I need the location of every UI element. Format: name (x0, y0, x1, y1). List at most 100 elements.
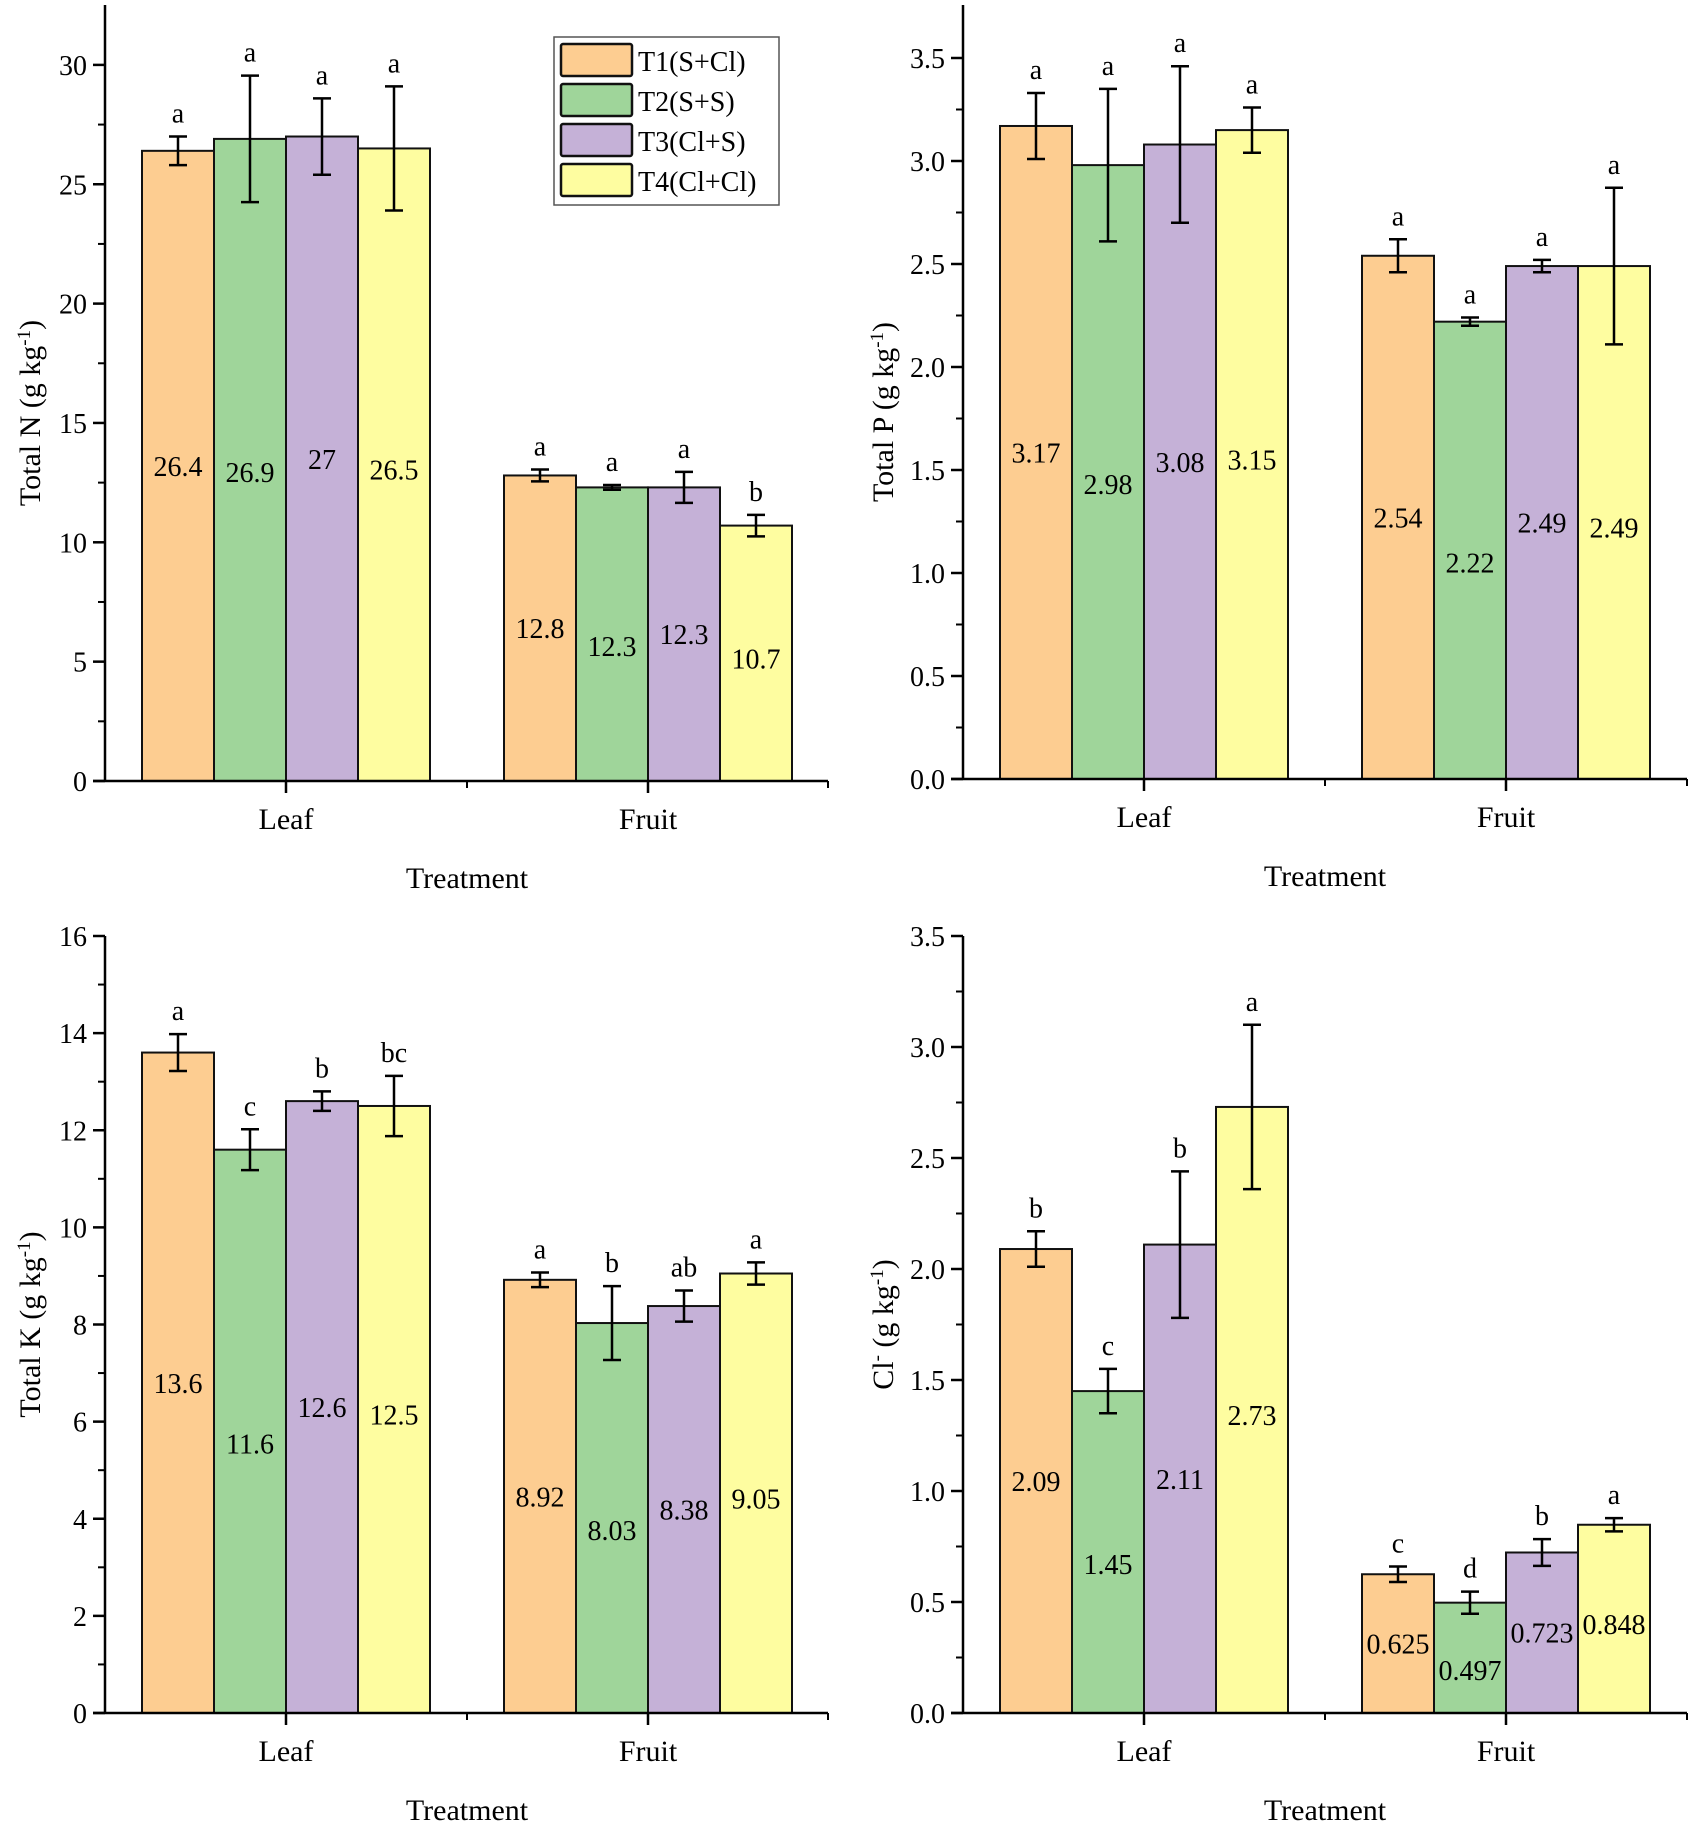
x-tick-label-fruit: Fruit (619, 803, 678, 836)
y-tick-label: 1.5 (910, 456, 945, 487)
y-tick-label: 10 (59, 1213, 87, 1244)
bar-leaf-t4 (357, 147, 431, 782)
y-tick-label: 0.0 (910, 1699, 945, 1730)
significance-label: a (316, 60, 329, 91)
value-label: 3.15 (1228, 446, 1277, 477)
y-tick-label: 8 (73, 1311, 87, 1342)
value-label: 11.6 (226, 1429, 274, 1460)
significance-label: a (1102, 51, 1115, 82)
significance-label: a (1246, 69, 1259, 100)
y-tick-label: 0.5 (910, 662, 945, 693)
bar-leaf-t2 (213, 137, 287, 783)
y-tick-label: 3.5 (910, 44, 945, 75)
significance-label: a (534, 1235, 547, 1266)
significance-label: a (750, 1224, 763, 1255)
y-title-main: Total P (g kg (867, 348, 900, 502)
significance-label: a (1246, 987, 1259, 1018)
legend-swatch-t3 (559, 122, 634, 158)
x-tick-label-leaf: Leaf (1117, 801, 1172, 834)
significance-label: a (172, 99, 185, 130)
y-tick-label: 10 (59, 528, 87, 559)
legend-swatch-t2 (559, 82, 634, 118)
value-label: 8.03 (588, 1516, 637, 1547)
y-title-superscript: -1 (14, 1241, 35, 1257)
value-label: 12.5 (370, 1400, 419, 1431)
legend-entry-t3: T3(Cl+S) (559, 122, 746, 158)
y-tick-label: 20 (59, 290, 87, 321)
y-title-superscript: - (867, 1355, 888, 1361)
x-axis-title: Treatment (1264, 860, 1387, 893)
significance-label: a (1608, 1480, 1621, 1511)
y-tick-label: 15 (59, 409, 87, 440)
y-tick-label: 0.0 (910, 765, 945, 796)
value-label: 12.3 (588, 632, 637, 663)
significance-label: bc (381, 1038, 407, 1069)
value-label: 2.09 (1012, 1467, 1061, 1498)
value-label: 9.05 (732, 1484, 781, 1515)
y-title-main: Total K (g kg (14, 1257, 47, 1417)
y-title-end: ) (14, 320, 47, 330)
y-tick-label: 0 (73, 1699, 87, 1730)
value-label: 13.6 (154, 1369, 203, 1400)
significance-label: c (1392, 1528, 1404, 1559)
bar-fruit-t4 (719, 1272, 793, 1715)
y-axis-title: Total P (g kg-1) (867, 322, 901, 502)
bar-leaf-t1 (141, 149, 215, 783)
y-tick-label: 3.5 (910, 922, 945, 953)
legend-entry-t4: T4(Cl+Cl) (559, 162, 756, 198)
value-label: 3.08 (1156, 448, 1205, 479)
value-label: 0.848 (1583, 1610, 1646, 1641)
significance-label: a (1030, 55, 1043, 86)
y-title-superscript: -1 (14, 330, 35, 346)
bar-leaf-t2 (213, 1148, 287, 1715)
value-label: 12.3 (660, 620, 709, 651)
value-label: 3.17 (1012, 438, 1061, 469)
significance-label: a (1536, 222, 1549, 253)
y-title-main: Total N (g kg (14, 346, 47, 506)
legend-label-t3: T3(Cl+S) (638, 127, 746, 158)
significance-label: ab (671, 1253, 697, 1284)
significance-label: c (1102, 1331, 1114, 1362)
chart-total-k: a 13.6 c 11.6 b 12.6 bc 12.5 a 8.92 b 8.03 ab 8.38 a 9.… (14, 922, 829, 1824)
y-tick-label: 3.0 (910, 1033, 945, 1064)
significance-label: d (1463, 1554, 1477, 1585)
y-axis-title: Cl- (g kg-1) (867, 1259, 901, 1390)
y-title-units: (g kg (867, 1285, 900, 1355)
y-tick-label: 12 (59, 1116, 87, 1147)
value-label: 12.8 (516, 614, 565, 645)
bar-leaf-t3 (1143, 143, 1217, 780)
chart-chloride: b 2.09 c 1.45 b 2.11 a 2.73 c 0.625 d 0.497 b 0.723 a 0… (867, 922, 1688, 1824)
value-label: 0.497 (1439, 1656, 1502, 1687)
y-axis-title: Total K (g kg-1) (14, 1231, 48, 1417)
significance-label: b (749, 477, 763, 508)
x-tick-label-leaf: Leaf (1117, 1735, 1172, 1768)
significance-label: a (1392, 201, 1405, 232)
value-label: 2.49 (1518, 509, 1567, 540)
significance-label: a (172, 996, 185, 1027)
y-tick-label: 1.0 (910, 559, 945, 590)
value-label: 2.49 (1590, 514, 1639, 545)
bar-fruit-t1 (503, 474, 577, 782)
x-axis-title: Treatment (406, 1794, 529, 1824)
legend-swatch-t1 (559, 42, 634, 78)
x-tick-label-fruit: Fruit (619, 1735, 678, 1768)
bar-fruit-t4 (719, 524, 793, 782)
y-tick-label: 6 (73, 1408, 87, 1439)
bar-leaf-t2 (1071, 1390, 1145, 1714)
y-tick-label: 5 (73, 648, 87, 679)
y-tick-label: 2.0 (910, 1255, 945, 1286)
significance-label: a (606, 447, 619, 478)
significance-label: a (244, 38, 257, 69)
value-label: 8.92 (516, 1482, 565, 1513)
chart-total-n: a 26.4 a 26.9 a 27 a 26.5 a 12.8 a 12.3 a 12.3 b 10.7 0 5… (14, 5, 829, 895)
y-tick-label: 30 (59, 51, 87, 82)
legend-swatch-t4 (559, 162, 634, 198)
y-tick-label: 2.5 (910, 250, 945, 281)
value-label: 2.73 (1228, 1401, 1277, 1432)
value-label: 2.11 (1156, 1465, 1204, 1496)
value-label: 0.723 (1511, 1619, 1574, 1650)
y-title-superscript: -1 (867, 1269, 888, 1285)
significance-label: a (388, 48, 401, 79)
bar-leaf-t3 (285, 135, 359, 782)
